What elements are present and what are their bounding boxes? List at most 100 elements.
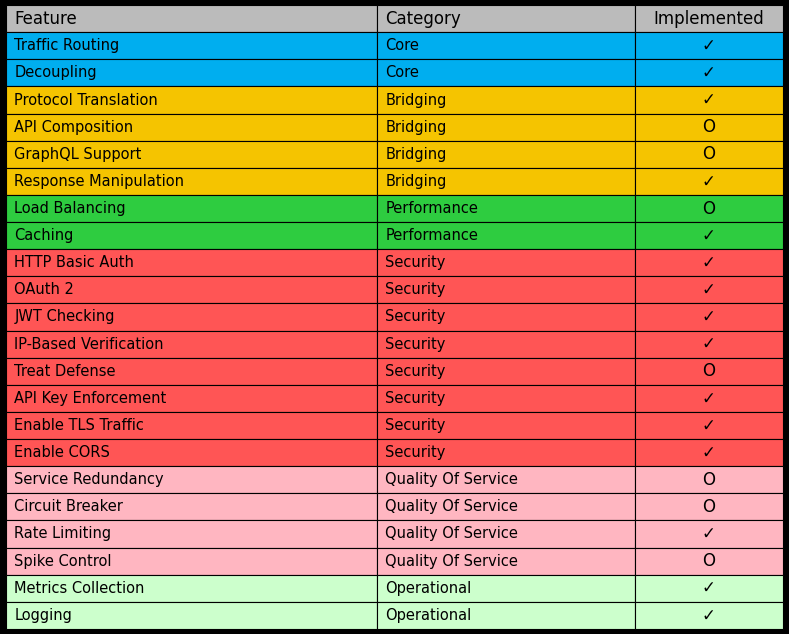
- Bar: [635, 60, 783, 86]
- Text: Security: Security: [385, 256, 446, 270]
- Text: O: O: [702, 200, 716, 217]
- Text: JWT Checking: JWT Checking: [14, 309, 114, 325]
- Bar: [6, 113, 377, 141]
- Text: API Key Enforcement: API Key Enforcement: [14, 391, 166, 406]
- Text: ✓: ✓: [702, 172, 716, 190]
- Bar: [635, 548, 783, 574]
- Bar: [377, 168, 635, 195]
- Bar: [635, 141, 783, 168]
- Bar: [635, 439, 783, 466]
- Bar: [6, 574, 377, 602]
- Text: Security: Security: [385, 337, 446, 352]
- Text: Quality Of Service: Quality Of Service: [385, 553, 518, 569]
- Text: Quality Of Service: Quality Of Service: [385, 526, 518, 541]
- Text: O: O: [702, 471, 716, 489]
- Bar: [377, 32, 635, 60]
- Bar: [377, 5, 635, 32]
- Bar: [6, 466, 377, 493]
- Text: Core: Core: [385, 38, 419, 53]
- Bar: [377, 574, 635, 602]
- Text: Performance: Performance: [385, 228, 478, 243]
- Bar: [377, 466, 635, 493]
- Bar: [377, 602, 635, 629]
- Text: Bridging: Bridging: [385, 120, 447, 134]
- Bar: [377, 141, 635, 168]
- Bar: [6, 249, 377, 276]
- Bar: [6, 32, 377, 60]
- Text: Bridging: Bridging: [385, 93, 447, 108]
- Text: Spike Control: Spike Control: [14, 553, 112, 569]
- Text: Rate Limiting: Rate Limiting: [14, 526, 111, 541]
- Bar: [6, 385, 377, 412]
- Text: ✓: ✓: [702, 444, 716, 462]
- Text: Service Redundancy: Service Redundancy: [14, 472, 164, 488]
- Bar: [6, 358, 377, 385]
- Bar: [377, 195, 635, 222]
- Text: O: O: [702, 498, 716, 516]
- Bar: [635, 358, 783, 385]
- Bar: [635, 276, 783, 304]
- Text: Enable TLS Traffic: Enable TLS Traffic: [14, 418, 144, 433]
- Bar: [635, 195, 783, 222]
- Bar: [377, 330, 635, 358]
- Bar: [377, 439, 635, 466]
- Bar: [377, 249, 635, 276]
- Text: Enable CORS: Enable CORS: [14, 445, 110, 460]
- Bar: [6, 86, 377, 113]
- Bar: [6, 5, 377, 32]
- Text: Logging: Logging: [14, 608, 72, 623]
- Bar: [6, 412, 377, 439]
- Bar: [635, 602, 783, 629]
- Text: GraphQL Support: GraphQL Support: [14, 146, 141, 162]
- Text: IP-Based Verification: IP-Based Verification: [14, 337, 163, 352]
- Text: Security: Security: [385, 309, 446, 325]
- Bar: [635, 5, 783, 32]
- Text: Bridging: Bridging: [385, 174, 447, 189]
- Text: O: O: [702, 118, 716, 136]
- Bar: [635, 521, 783, 548]
- Bar: [6, 548, 377, 574]
- Bar: [635, 330, 783, 358]
- Bar: [377, 412, 635, 439]
- Text: Quality Of Service: Quality Of Service: [385, 500, 518, 514]
- Text: Security: Security: [385, 364, 446, 378]
- Text: OAuth 2: OAuth 2: [14, 282, 74, 297]
- Text: O: O: [702, 362, 716, 380]
- Bar: [635, 113, 783, 141]
- Text: Implemented: Implemented: [653, 10, 765, 28]
- Text: Feature: Feature: [14, 10, 77, 28]
- Text: Quality Of Service: Quality Of Service: [385, 472, 518, 488]
- Bar: [635, 222, 783, 249]
- Bar: [6, 521, 377, 548]
- Bar: [635, 466, 783, 493]
- Bar: [635, 168, 783, 195]
- Text: Security: Security: [385, 391, 446, 406]
- Text: ✓: ✓: [702, 37, 716, 55]
- Bar: [377, 385, 635, 412]
- Bar: [6, 493, 377, 521]
- Text: ✓: ✓: [702, 389, 716, 408]
- Bar: [377, 113, 635, 141]
- Bar: [635, 412, 783, 439]
- Text: ✓: ✓: [702, 579, 716, 597]
- Text: Performance: Performance: [385, 201, 478, 216]
- Bar: [6, 602, 377, 629]
- Text: API Composition: API Composition: [14, 120, 133, 134]
- Bar: [377, 493, 635, 521]
- Text: Protocol Translation: Protocol Translation: [14, 93, 158, 108]
- Text: HTTP Basic Auth: HTTP Basic Auth: [14, 256, 134, 270]
- Text: ✓: ✓: [702, 417, 716, 434]
- Bar: [6, 304, 377, 330]
- Text: ✓: ✓: [702, 226, 716, 245]
- Bar: [6, 439, 377, 466]
- Text: Caching: Caching: [14, 228, 73, 243]
- Text: ✓: ✓: [702, 606, 716, 624]
- Text: Category: Category: [385, 10, 461, 28]
- Bar: [635, 493, 783, 521]
- Bar: [6, 276, 377, 304]
- Text: Circuit Breaker: Circuit Breaker: [14, 500, 123, 514]
- Bar: [377, 521, 635, 548]
- Text: ✓: ✓: [702, 281, 716, 299]
- Bar: [377, 548, 635, 574]
- Bar: [6, 60, 377, 86]
